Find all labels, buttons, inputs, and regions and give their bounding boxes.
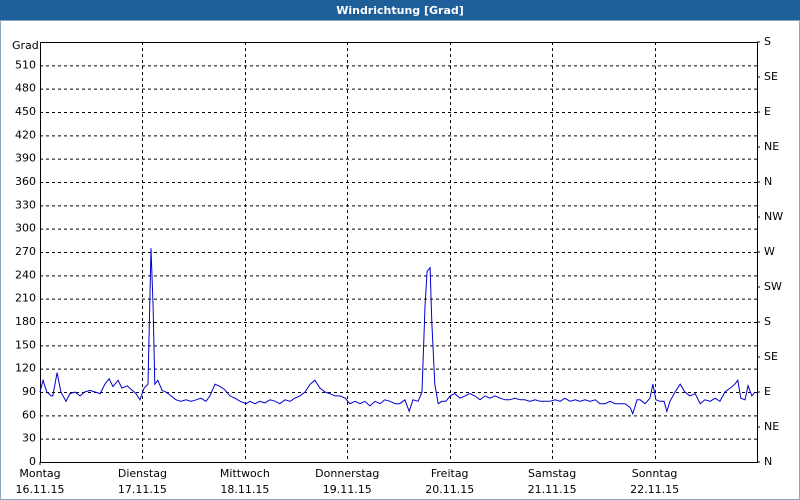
y-tick-label: 90: [22, 385, 36, 398]
x-tick-label: Montag: [19, 467, 60, 480]
y-tick-label: 150: [15, 338, 36, 351]
y2-tick-label: E: [764, 105, 771, 118]
x-tick-date: 17.11.15: [118, 483, 167, 496]
y2-tick-label: NW: [764, 210, 783, 223]
y-tick-label: 210: [15, 292, 36, 305]
y2-tick-label: S: [764, 315, 771, 328]
y-tick-label: 300: [15, 222, 36, 235]
y-tick-label: 30: [22, 432, 36, 445]
y-tick-label: 480: [15, 82, 36, 95]
x-tick-label: Donnerstag: [315, 467, 379, 480]
data-line: [39, 248, 756, 416]
x-tick-date: 19.11.15: [323, 483, 372, 496]
y-tick-label: 120: [15, 362, 36, 375]
y-tick-label: 0: [29, 455, 36, 468]
x-tick-date: 18.11.15: [220, 483, 269, 496]
y-tick-label: 180: [15, 315, 36, 328]
x-tick-label: Samstag: [528, 467, 576, 480]
y2-tick-label: S: [764, 35, 771, 48]
y2-tick-label: E: [764, 385, 771, 398]
y2-tick-label: SE: [764, 70, 778, 83]
plot-frame: [40, 42, 758, 463]
y-tick-label: 330: [15, 198, 36, 211]
x-tick-label: Freitag: [431, 467, 469, 480]
x-tick-label: Sonntag: [632, 467, 678, 480]
x-tick-label: Dienstag: [118, 467, 167, 480]
x-tick-label: Mittwoch: [220, 467, 270, 480]
y-tick-label: 420: [15, 128, 36, 141]
title-bar: [0, 0, 800, 20]
x-tick-date: 16.11.15: [16, 483, 65, 496]
y-tick-label: 240: [15, 268, 36, 281]
x-tick-date: 22.11.15: [630, 483, 679, 496]
y2-tick-label: N: [764, 175, 772, 188]
window-border: [0, 20, 800, 500]
y2-tick-label: SW: [764, 280, 782, 293]
y-tick-label: 450: [15, 105, 36, 118]
x-tick-date: 21.11.15: [528, 483, 577, 496]
x-tick-date: 20.11.15: [425, 483, 474, 496]
y2-tick-label: NE: [764, 140, 779, 153]
y2-tick-label: NE: [764, 420, 779, 433]
y-tick-label: 60: [22, 408, 36, 421]
chart-title: Windrichtung [Grad]: [336, 4, 464, 17]
y-axis-label: Grad: [12, 39, 39, 52]
y-tick-label: 360: [15, 175, 36, 188]
y-tick-label: 510: [15, 58, 36, 71]
y-tick-label: 390: [15, 152, 36, 165]
y2-tick-label: SE: [764, 350, 778, 363]
y-tick-label: 270: [15, 245, 36, 258]
y2-tick-label: W: [764, 245, 775, 258]
y2-tick-label: N: [764, 455, 772, 468]
